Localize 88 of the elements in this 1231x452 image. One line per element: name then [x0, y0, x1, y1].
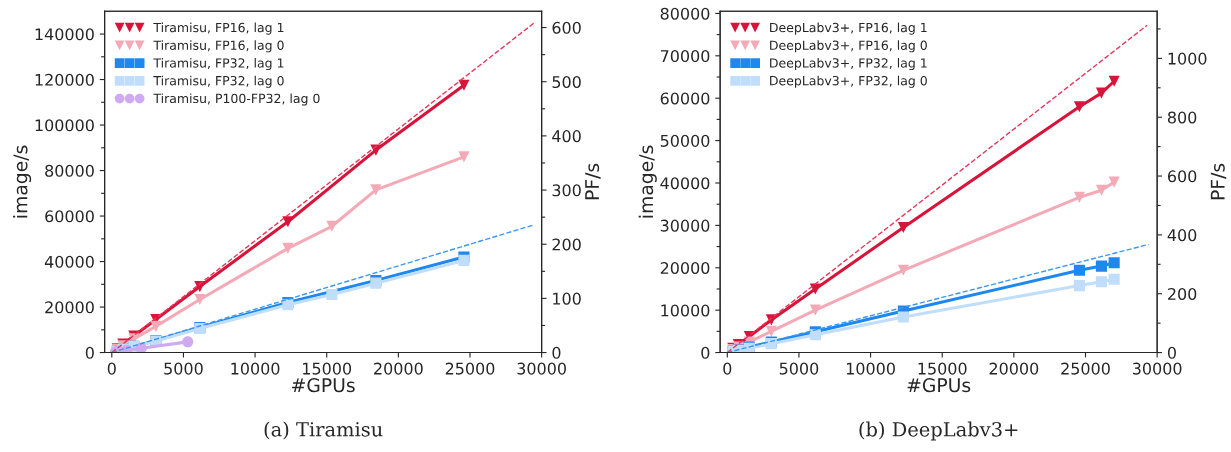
y-tick-label: 0: [701, 346, 710, 359]
y2-tick-label: 100: [553, 292, 581, 305]
y-tick-label: 100000: [35, 119, 94, 132]
point: [1073, 191, 1085, 203]
point: [1108, 273, 1120, 285]
y2-tick-label: 400: [552, 130, 581, 143]
point: [1095, 276, 1107, 288]
y2-tick-label: 400: [1167, 229, 1197, 242]
y-tick-label: 120000: [35, 73, 94, 86]
point: [282, 242, 294, 254]
y2-tick-label: 600: [1167, 170, 1197, 183]
y-tick-label: 0: [85, 346, 94, 359]
y2-tick-label: 200: [552, 238, 581, 251]
legend-label: DeepLabv3+, FP32, lag 1: [770, 58, 927, 71]
y-tick-label: 60000: [45, 210, 94, 223]
x-tick-label: 25000: [445, 362, 495, 375]
point: [1095, 87, 1107, 99]
point: [150, 320, 162, 332]
y-axis-title: image/s: [638, 145, 657, 218]
legend-label: Tiramisu, FP16, lag 1: [153, 22, 284, 35]
y2-tick-label: 800: [1167, 111, 1197, 124]
point: [282, 216, 294, 228]
point: [1073, 264, 1085, 276]
y-tick-label: 50000: [660, 134, 710, 147]
x-tick-label: 15000: [303, 362, 352, 375]
y-tick-label: 140000: [35, 28, 94, 41]
x-tick-label: 20000: [989, 362, 1039, 375]
legend-label: DeepLabv3+, FP16, lag 0: [770, 40, 927, 53]
point: [1095, 260, 1107, 272]
y2-axis-title: PF/s: [585, 163, 601, 200]
y2-tick-label: 0: [552, 346, 561, 359]
x-tick-label: 0: [723, 362, 732, 375]
x-tick-label: 5000: [164, 362, 203, 375]
point: [182, 336, 194, 348]
text: (a) Tiramisu: [264, 421, 383, 440]
x-tick-label: 10000: [231, 362, 280, 375]
point: [135, 342, 147, 353]
point: [1095, 184, 1107, 196]
point: [1073, 280, 1085, 292]
point: [326, 288, 338, 301]
point: [897, 264, 909, 276]
x-tick-label: 20000: [374, 362, 423, 375]
point: [194, 294, 206, 306]
text: (b) DeepLabv3+: [859, 421, 1018, 441]
point: [458, 151, 470, 163]
y-tick-label: 20000: [660, 261, 710, 275]
y2-tick-label: 600: [552, 21, 581, 34]
y-tick-label: 40000: [44, 255, 94, 268]
x-tick-label: 30000: [517, 362, 566, 375]
y2-tick-label: 200: [1168, 287, 1197, 301]
y-tick-label: 60000: [660, 92, 710, 105]
point: [1108, 257, 1120, 269]
point: [1073, 101, 1085, 113]
legend-label: Tiramisu, FP32, lag 1: [153, 58, 284, 71]
legend-label: Tiramisu, P100-FP32, lag 0: [153, 93, 320, 106]
y-tick-label: 40000: [660, 177, 710, 190]
point: [1108, 75, 1120, 87]
y-tick-label: 80000: [660, 7, 710, 20]
y2-tick-label: 0: [1167, 346, 1176, 359]
x-tick-label: 15000: [918, 362, 967, 375]
y-tick-label: 20000: [45, 301, 94, 314]
y2-tick-label: 300: [552, 184, 581, 197]
point: [809, 283, 821, 295]
y2-tick-label: 1000: [1168, 52, 1207, 65]
x-tick-label: 0: [107, 362, 116, 375]
x-tick-label: 5000: [779, 362, 819, 375]
x-tick-label: 30000: [1132, 362, 1182, 375]
y-tick-label: 10000: [661, 304, 710, 317]
legend-label: Tiramisu, FP32, lag 0: [153, 75, 284, 88]
point: [370, 184, 382, 196]
y-axis-title: image/s: [13, 145, 32, 218]
x-axis-title: #GPUs: [907, 378, 971, 393]
legend-label: Tiramisu, FP16, lag 0: [153, 40, 284, 53]
point: [458, 79, 470, 91]
x-axis-title: #GPUs: [292, 378, 355, 393]
legend-label: DeepLabv3+, FP32, lag 0: [770, 75, 927, 88]
x-tick-label: 10000: [846, 362, 895, 375]
point: [897, 221, 909, 234]
legend-label: DeepLabv3+, FP16, lag 1: [770, 22, 927, 35]
x-tick-label: 25000: [1061, 362, 1110, 375]
point: [765, 325, 777, 337]
y-tick-label: 30000: [660, 219, 710, 232]
y2-tick-label: 500: [552, 75, 581, 89]
point: [897, 311, 909, 323]
point: [326, 220, 338, 232]
y-tick-label: 80000: [45, 164, 94, 177]
y2-axis-title: PF/s: [1210, 163, 1227, 200]
y-tick-label: 70000: [660, 50, 710, 63]
